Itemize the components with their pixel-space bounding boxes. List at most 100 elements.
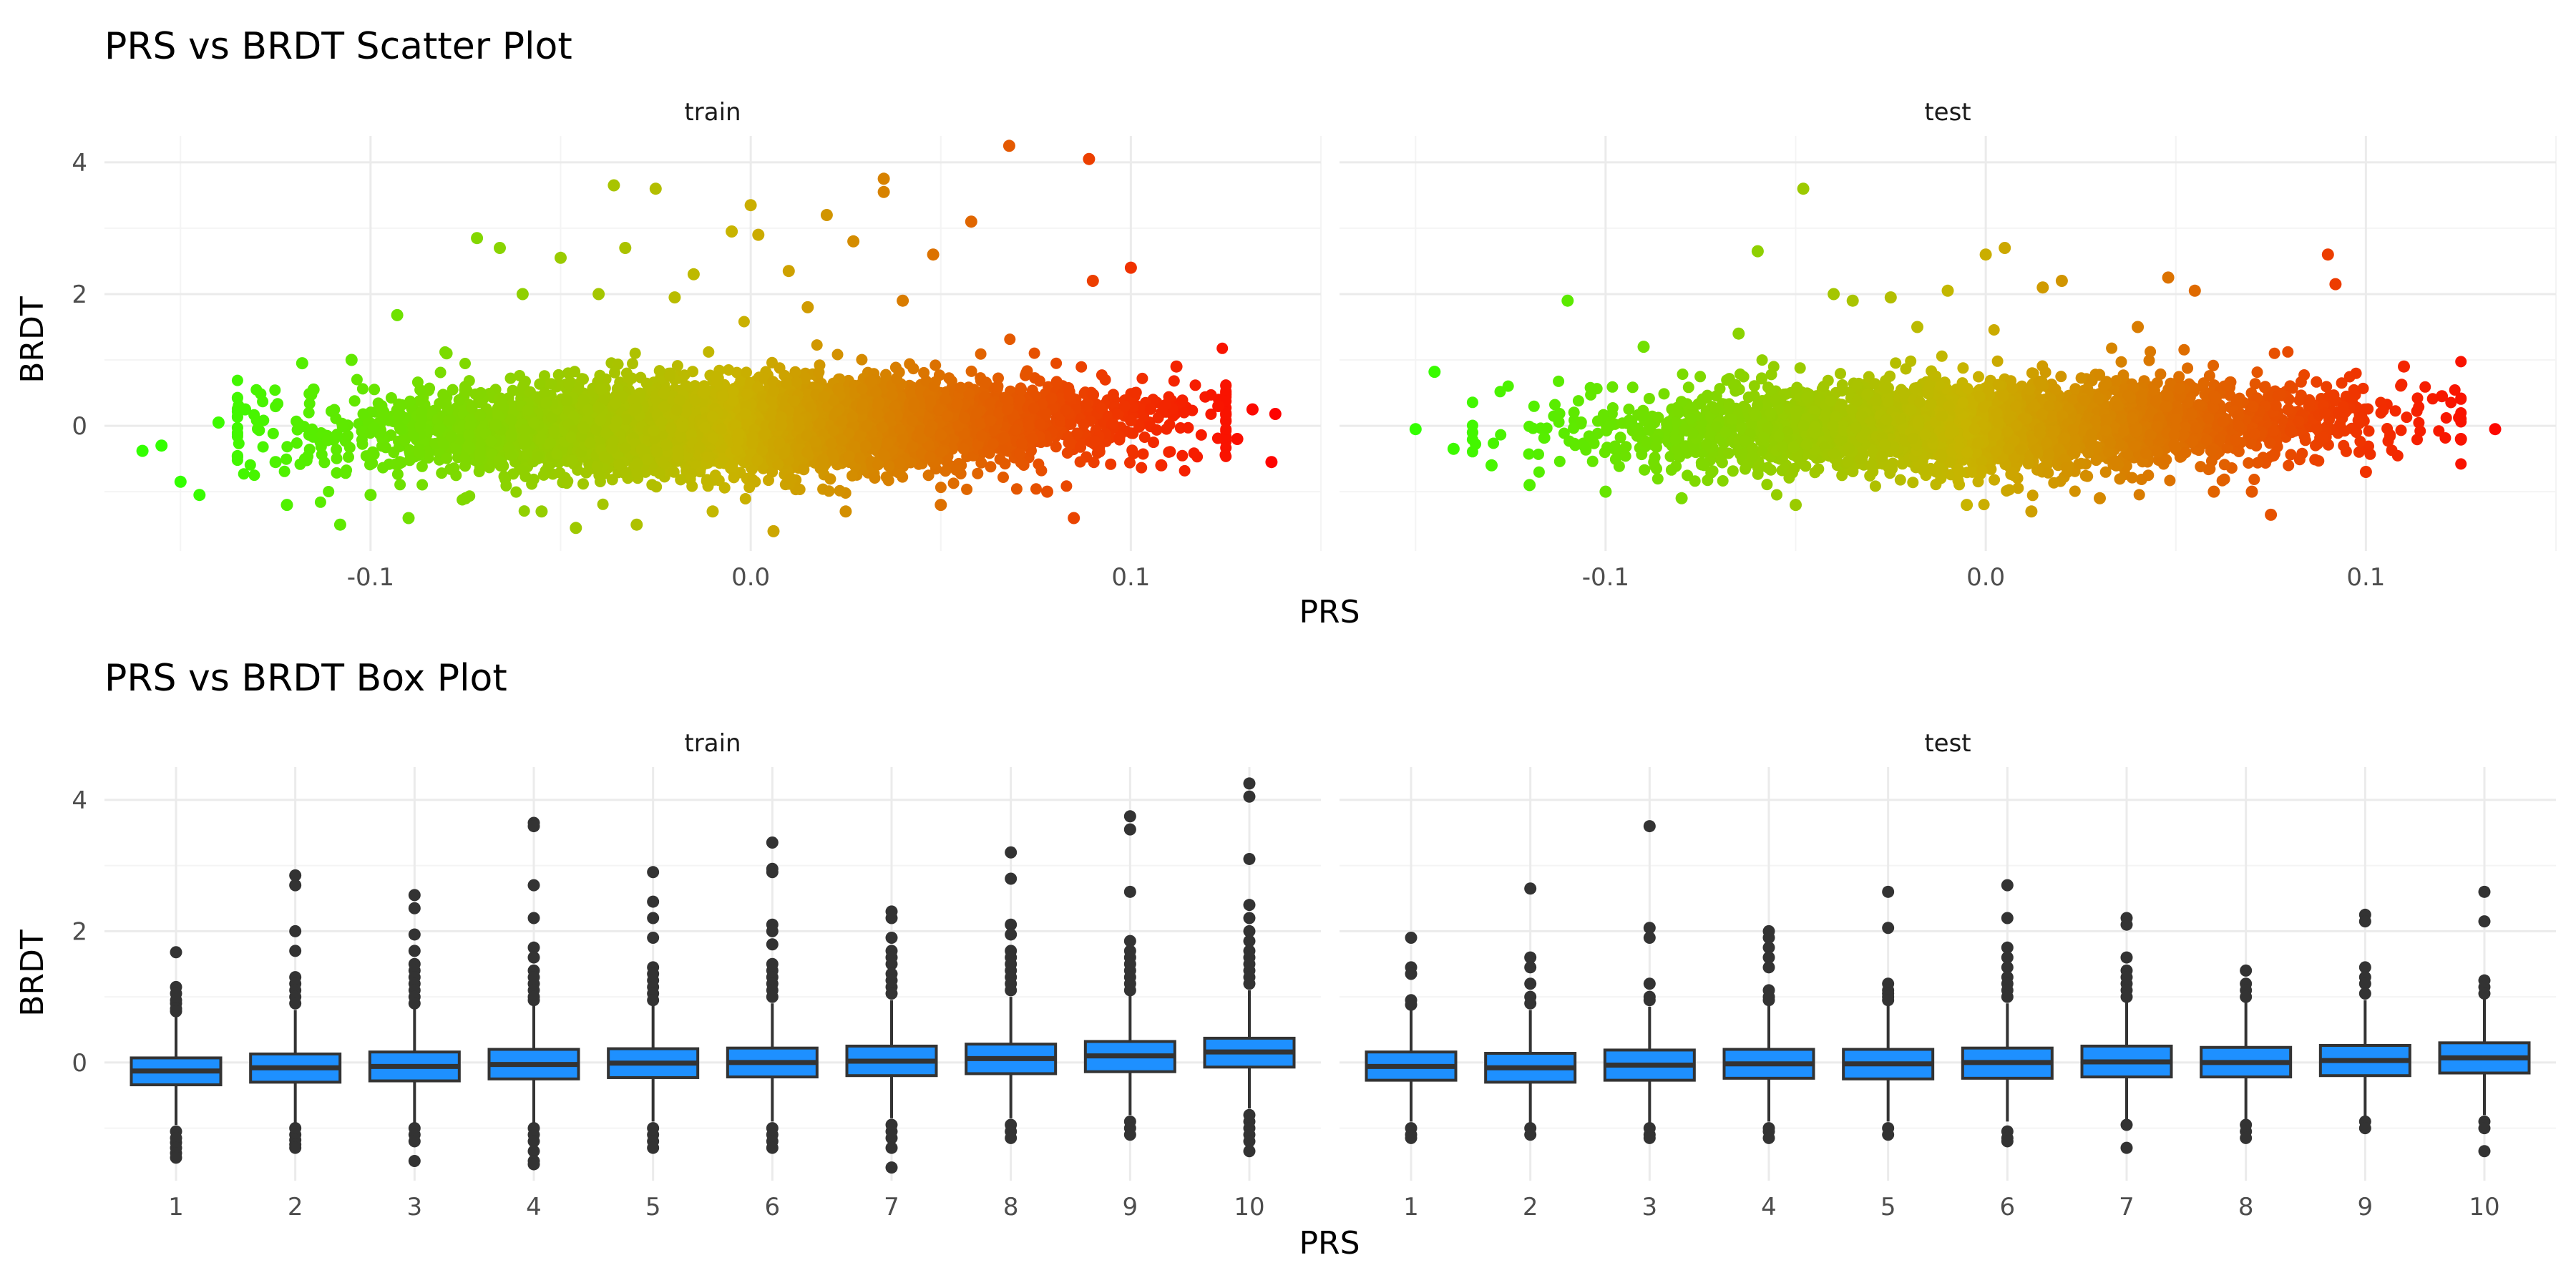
scatter-point (668, 466, 680, 478)
scatter-point (562, 475, 574, 487)
scatter-point (1028, 347, 1040, 359)
scatter-point (519, 376, 531, 388)
scatter-point (517, 465, 530, 477)
scatter-point (1164, 446, 1176, 458)
scatter-point (238, 468, 250, 480)
scatter-point (1151, 424, 1163, 436)
scatter-point (985, 397, 997, 409)
scatter-point (539, 387, 551, 399)
scatter-point (534, 378, 546, 390)
scatter-point (323, 486, 335, 497)
scatter-point (364, 459, 376, 471)
scatter-point (1136, 372, 1148, 384)
scatter-point (907, 414, 918, 426)
scatter-point (591, 460, 603, 472)
scatter-point (1033, 375, 1045, 387)
scatter-point (278, 465, 291, 477)
scatter-point (328, 404, 341, 416)
scatter-point (545, 437, 557, 449)
scatter-point (738, 316, 750, 328)
scatter-point (1020, 369, 1031, 381)
scatter-point (380, 441, 391, 454)
scatter-point (231, 374, 243, 386)
scatter-point (369, 384, 381, 396)
scatter-point (385, 392, 397, 404)
scatter-point (1050, 357, 1063, 369)
scatter-point (1080, 399, 1092, 411)
scatter-point (1136, 462, 1148, 474)
scatter-point (257, 396, 269, 408)
scatter-point (272, 398, 284, 410)
scatter-point (727, 395, 739, 407)
scatter-point (561, 394, 573, 406)
scatter-point (789, 366, 801, 378)
scatter-point (646, 479, 658, 491)
scatter-point (999, 458, 1011, 470)
scatter-point (510, 486, 522, 498)
scatter-point (331, 467, 343, 479)
scatter-point (1168, 375, 1180, 387)
scatter-point (698, 387, 711, 399)
scatter-point (434, 366, 447, 379)
scatter-point (811, 339, 823, 351)
scatter-point (366, 446, 379, 458)
scatter-point (414, 447, 426, 459)
scatter-point (518, 505, 530, 517)
scatter-point (569, 366, 581, 378)
scatter-point (828, 452, 839, 464)
scatter-point (629, 347, 641, 359)
x-tick-label: 0.1 (1111, 563, 1150, 592)
scatter-point (594, 369, 606, 381)
scatter-point (653, 467, 665, 479)
y-tick-label: 4 (72, 149, 87, 177)
scatter-point (1219, 449, 1231, 461)
scatter-point (935, 482, 947, 494)
scatter-point (340, 467, 351, 479)
scatter-point (943, 372, 955, 384)
scatter-point (613, 459, 625, 471)
scatter-point (1071, 427, 1083, 439)
scatter-point (1014, 447, 1026, 459)
scatter-point (620, 367, 633, 379)
scatter-point (567, 454, 579, 467)
scatter-point (894, 457, 906, 469)
scatter-point (950, 464, 962, 476)
scatter-point (391, 468, 404, 480)
scatter-point (504, 372, 517, 384)
scatter-point (357, 408, 369, 420)
scatter-point (686, 480, 698, 492)
scatter-point (1105, 458, 1117, 470)
scatter-point (291, 437, 303, 449)
scatter-point (940, 465, 952, 477)
scatter-point (293, 418, 305, 430)
scatter-point (847, 469, 858, 482)
scatter-point (856, 353, 868, 366)
scatter-point (257, 441, 269, 453)
scatter-point (453, 394, 465, 406)
scatter-point (446, 431, 458, 443)
scatter-point (743, 482, 756, 494)
scatter-point (971, 407, 983, 419)
scatter-point (798, 464, 810, 476)
scatter-point (728, 472, 740, 484)
scatter-point (1179, 464, 1191, 477)
scatter-point (577, 478, 589, 490)
scatter-point (1113, 431, 1126, 443)
scatter-point (1034, 419, 1046, 431)
scatter-point (1220, 379, 1232, 391)
scatter-point (399, 434, 411, 447)
scatter-point (957, 443, 970, 455)
scatter-point (336, 417, 348, 429)
scatter-title: PRS vs BRDT Scatter Plot (104, 25, 572, 68)
scatter-point (610, 397, 622, 409)
scatter-point (609, 366, 620, 379)
scatter-point (450, 443, 462, 455)
scatter-point (1099, 374, 1111, 386)
scatter-point (280, 453, 293, 465)
scatter-point (1033, 458, 1045, 470)
scatter-point (972, 467, 984, 479)
scatter-point (653, 365, 665, 377)
scatter-point (640, 377, 653, 389)
scatter-point (739, 407, 751, 419)
